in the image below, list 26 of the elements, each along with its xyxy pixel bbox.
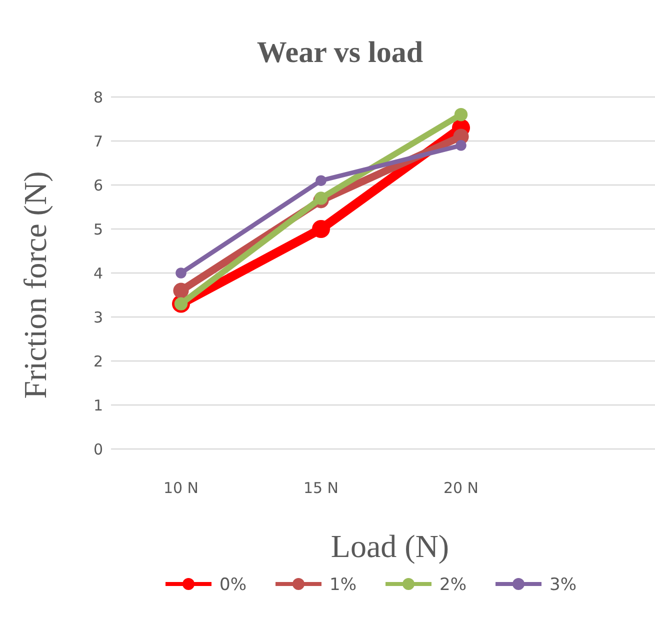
- y-tick-label: 5: [93, 220, 103, 238]
- y-tick-label: 3: [93, 308, 103, 326]
- y-tick-label: 6: [93, 176, 103, 194]
- y-tick-label: 8: [93, 88, 103, 106]
- legend-label: 2%: [440, 574, 466, 595]
- point: [314, 192, 328, 205]
- x-tick-label: 15 N: [303, 479, 339, 497]
- legend-label: 3%: [550, 574, 576, 595]
- point: [173, 282, 189, 298]
- point: [312, 220, 330, 238]
- point: [456, 140, 466, 151]
- point: [176, 268, 186, 278]
- legend-label: 0%: [220, 574, 246, 595]
- y-axis-title: Friction force (N): [17, 171, 53, 399]
- legend-label: 1%: [330, 574, 356, 595]
- x-tick-label: 10 N: [163, 479, 199, 497]
- y-tick-label: 0: [93, 440, 103, 458]
- y-tick-label: 2: [93, 352, 103, 370]
- y-tick-label: 7: [93, 132, 103, 150]
- point: [454, 108, 468, 122]
- x-tick-label: 20 N: [443, 479, 479, 497]
- y-tick-label: 4: [93, 264, 103, 282]
- x-axis-title: Load (N): [330, 528, 450, 564]
- point: [316, 175, 326, 186]
- y-tick-label: 1: [93, 396, 103, 414]
- chart-title: Wear vs load: [256, 36, 424, 69]
